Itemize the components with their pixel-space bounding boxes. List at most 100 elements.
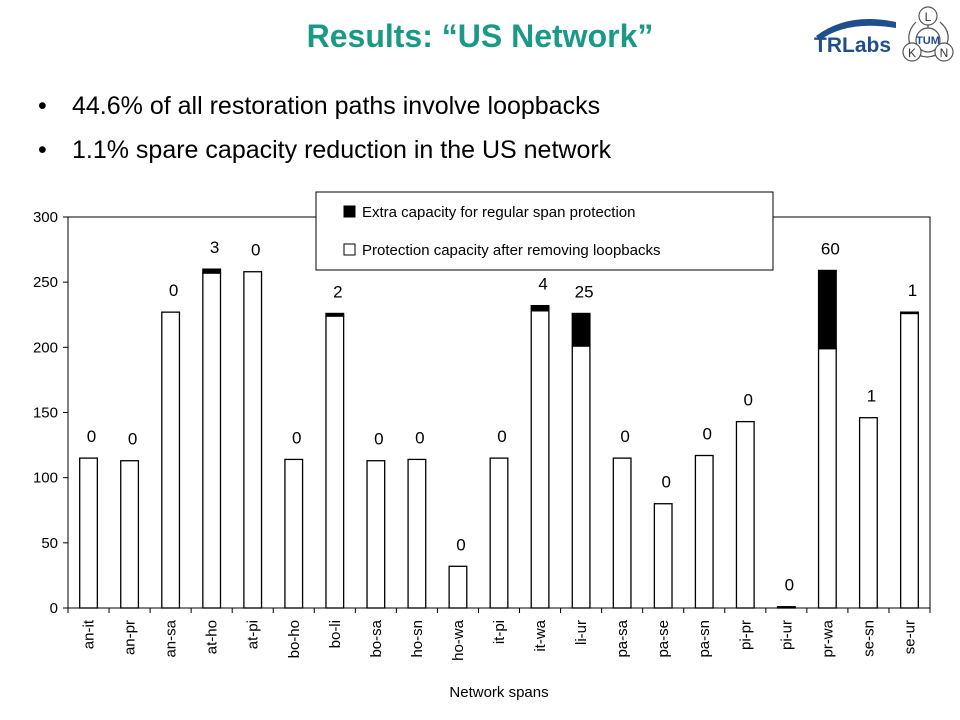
x-tick-label-pi-ur: pi-ur	[778, 620, 795, 650]
data-label-pi-ur: 0	[785, 576, 794, 595]
x-tick-label-pa-se: pa-se	[655, 620, 672, 658]
bar-protection-an-pr	[120, 460, 140, 609]
bar-extra-pr-wa	[817, 269, 837, 350]
x-tick-label-se-ur: se-ur	[901, 620, 918, 654]
data-label-ho-sn: 0	[415, 428, 424, 447]
bullet-dot: •	[38, 92, 47, 120]
bar-protection-pi-ur	[776, 606, 796, 609]
y-tick-label: 150	[33, 405, 58, 422]
x-tick-label-at-pi: at-pi	[245, 620, 262, 649]
data-label-bo-sa: 0	[374, 430, 383, 449]
data-label-bo-li: 2	[333, 282, 342, 301]
x-tick-label-it-pi: it-pi	[491, 620, 508, 644]
x-axis-label: Network spans	[449, 684, 548, 701]
data-label-ho-wa: 0	[456, 535, 465, 554]
data-label-it-pi: 0	[497, 427, 506, 446]
bar-protection-se-sn	[858, 417, 878, 609]
legend-label-extra: Extra capacity for regular span protecti…	[362, 204, 635, 221]
legend-swatch-protection	[343, 243, 356, 256]
bar-extra-it-wa	[530, 304, 550, 312]
bar-protection-pr-wa	[817, 347, 837, 609]
x-tick-label-bo-ho: bo-ho	[286, 620, 303, 658]
bar-protection-bo-li	[325, 315, 345, 609]
bar-protection-at-pi	[243, 271, 263, 609]
trlabs-text: TRLabs	[814, 34, 891, 57]
x-tick-label-an-it: an-it	[81, 619, 98, 649]
legend-label-protection: Protection capacity after removing loopb…	[362, 242, 660, 259]
data-label-pi-pr: 0	[744, 391, 753, 410]
x-tick-label-bo-sa: bo-sa	[368, 619, 385, 657]
data-label-at-pi: 0	[251, 241, 260, 260]
data-label-pa-se: 0	[661, 473, 670, 492]
bar-extra-li-ur	[571, 312, 591, 347]
x-tick-label-ho-sn: ho-sn	[409, 620, 426, 658]
data-label-se-sn: 1	[867, 387, 876, 406]
x-tick-label-bo-li: bo-li	[327, 620, 344, 648]
trlabs-tum-logo: TRLabs L TUM K N	[814, 6, 954, 62]
bullet-item-capacity: • 1.1% spare capacity reduction in the US…	[38, 128, 611, 172]
bar-protection-pa-sa	[612, 457, 632, 609]
bar-protection-li-ur	[571, 345, 591, 609]
bar-extra-bo-li	[325, 312, 345, 317]
bullet-text: 1.1% spare capacity reduction in the US …	[72, 136, 612, 164]
data-label-an-it: 0	[87, 427, 96, 446]
data-label-it-wa: 4	[538, 275, 547, 294]
data-label-se-ur: 1	[908, 281, 917, 300]
logo-letter-k: K	[908, 46, 916, 60]
x-tick-label-an-sa: an-sa	[163, 619, 180, 657]
slide-title: Results: “US Network”	[306, 18, 654, 54]
logo-letter-n: N	[940, 46, 949, 60]
x-tick-label-li-ur: li-ur	[573, 620, 590, 645]
legend-swatch-extra	[343, 205, 356, 218]
logo-letter-tum: TUM	[916, 35, 940, 47]
bar-protection-pa-sn	[694, 454, 714, 609]
data-label-bo-ho: 0	[292, 428, 301, 447]
x-tick-label-pa-sa: pa-sa	[614, 619, 631, 657]
data-label-an-pr: 0	[128, 430, 137, 449]
bullet-text: 44.6% of all restoration paths involve l…	[72, 92, 601, 120]
logo-letter-l: L	[925, 10, 932, 24]
y-tick-label: 200	[33, 339, 58, 356]
bar-protection-ho-wa	[448, 565, 468, 609]
bar-protection-pa-se	[653, 503, 673, 609]
x-tick-label-an-pr: an-pr	[122, 620, 139, 655]
legend: Extra capacity for regular span protecti…	[315, 191, 774, 271]
bar-protection-pi-pr	[735, 420, 755, 609]
bar-protection-bo-sa	[366, 460, 386, 609]
x-tick-label-pi-pr: pi-pr	[737, 620, 754, 650]
data-label-at-ho: 3	[210, 238, 219, 257]
y-tick-label: 250	[33, 274, 58, 291]
bar-protection-it-pi	[489, 457, 509, 609]
x-tick-label-se-sn: se-sn	[860, 620, 877, 657]
bar-protection-ho-sn	[407, 458, 427, 609]
bullet-item-loopbacks: • 44.6% of all restoration paths involve …	[38, 84, 611, 128]
bar-extra-at-ho	[202, 268, 222, 274]
data-label-pa-sa: 0	[620, 427, 629, 446]
bar-protection-bo-ho	[284, 458, 304, 609]
plot-area: 0501001502002503000an-it0an-pr0an-sa3at-…	[33, 209, 931, 661]
bar-extra-se-ur	[900, 311, 919, 315]
data-label-li-ur: 25	[575, 282, 594, 301]
bar-protection-it-wa	[530, 310, 550, 609]
bullet-list: • 44.6% of all restoration paths involve …	[38, 84, 611, 172]
trlabs-wordmark: TRLabs	[814, 19, 896, 57]
y-tick-label: 50	[41, 535, 58, 552]
data-label-pa-sn: 0	[703, 425, 712, 444]
data-label-an-sa: 0	[169, 281, 178, 300]
bullet-dot: •	[38, 136, 47, 164]
tum-circles-icon	[902, 6, 954, 62]
capacity-bar-chart: 0501001502002503000an-it0an-pr0an-sa3at-…	[33, 191, 931, 701]
x-tick-label-ho-wa: ho-wa	[450, 619, 467, 661]
x-tick-label-at-ho: at-ho	[204, 620, 221, 654]
y-tick-label: 100	[33, 470, 58, 487]
bar-protection-at-ho	[202, 272, 222, 609]
bar-protection-an-it	[79, 457, 98, 609]
x-tick-label-pa-sn: pa-sn	[696, 620, 713, 658]
x-tick-label-pr-wa: pr-wa	[819, 619, 836, 657]
bar-protection-se-ur	[900, 312, 919, 609]
y-tick-label: 300	[33, 209, 58, 226]
x-tick-label-it-wa: it-wa	[532, 619, 549, 651]
y-tick-label: 0	[50, 600, 58, 617]
data-label-pr-wa: 60	[821, 239, 840, 258]
bar-protection-an-sa	[161, 311, 181, 609]
